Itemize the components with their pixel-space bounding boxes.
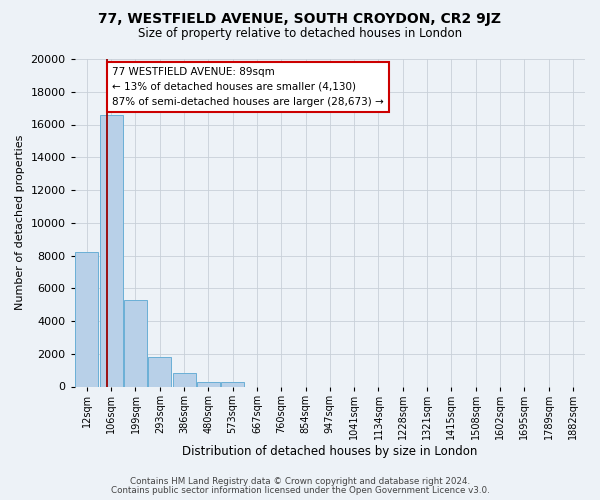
Text: Contains public sector information licensed under the Open Government Licence v3: Contains public sector information licen… — [110, 486, 490, 495]
Bar — [100, 114, 123, 386]
X-axis label: Distribution of detached houses by size in London: Distribution of detached houses by size … — [182, 444, 478, 458]
Text: Contains HM Land Registry data © Crown copyright and database right 2024.: Contains HM Land Registry data © Crown c… — [130, 477, 470, 486]
Text: Size of property relative to detached houses in London: Size of property relative to detached ho… — [138, 28, 462, 40]
Y-axis label: Number of detached properties: Number of detached properties — [15, 135, 25, 310]
Bar — [148, 357, 171, 386]
Bar — [197, 382, 220, 386]
Bar — [76, 252, 98, 386]
Bar — [173, 374, 196, 386]
Bar — [124, 300, 147, 386]
Bar — [221, 382, 244, 386]
Text: 77 WESTFIELD AVENUE: 89sqm
← 13% of detached houses are smaller (4,130)
87% of s: 77 WESTFIELD AVENUE: 89sqm ← 13% of deta… — [112, 67, 384, 107]
Text: 77, WESTFIELD AVENUE, SOUTH CROYDON, CR2 9JZ: 77, WESTFIELD AVENUE, SOUTH CROYDON, CR2… — [98, 12, 502, 26]
